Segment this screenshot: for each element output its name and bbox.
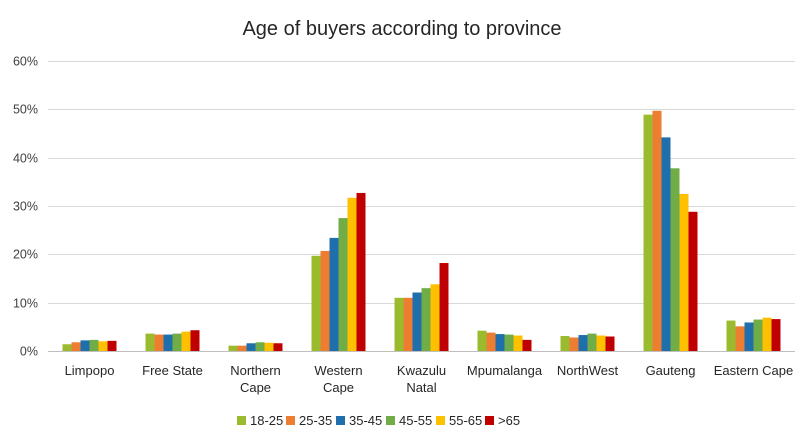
bar xyxy=(71,342,81,351)
bar xyxy=(264,342,274,351)
category-label: Mpumalanga xyxy=(467,363,543,378)
bar xyxy=(89,339,99,351)
legend-swatch xyxy=(485,416,494,425)
bar xyxy=(320,250,330,351)
bar xyxy=(744,322,754,351)
legend-label: 55-65 xyxy=(449,413,482,428)
legend-label: 18-25 xyxy=(250,413,283,428)
legend-label: 35-45 xyxy=(349,413,382,428)
category-label: Eastern Cape xyxy=(714,363,794,378)
category-label: Gauteng xyxy=(646,363,696,378)
bar xyxy=(688,211,698,351)
bar xyxy=(421,288,431,351)
legend-swatch xyxy=(386,416,395,425)
bar xyxy=(726,320,736,351)
bar xyxy=(661,137,671,351)
bar xyxy=(237,345,247,351)
bar xyxy=(403,297,413,351)
y-tick-label: 50% xyxy=(13,103,38,117)
category-label: Cape xyxy=(323,380,354,395)
category-label: Free State xyxy=(142,363,203,378)
bar xyxy=(578,335,588,351)
category-label: Cape xyxy=(240,380,271,395)
legend-swatch xyxy=(237,416,246,425)
bar xyxy=(412,292,422,351)
bar xyxy=(587,333,597,351)
bar xyxy=(62,344,72,351)
bar xyxy=(190,330,200,351)
bar xyxy=(311,255,321,351)
legend-swatch xyxy=(436,416,445,425)
bar xyxy=(569,337,579,351)
category-label: Northern xyxy=(230,363,281,378)
bar xyxy=(273,343,283,351)
bar xyxy=(605,336,615,351)
bar xyxy=(181,331,191,351)
bar xyxy=(596,335,606,351)
legend-label: 25-35 xyxy=(299,413,332,428)
category-label: Limpopo xyxy=(65,363,115,378)
bar xyxy=(486,332,496,351)
bar xyxy=(560,336,570,351)
category-label: Kwazulu xyxy=(397,363,446,378)
gridlines xyxy=(48,61,795,352)
bar xyxy=(394,297,404,351)
legend-swatch xyxy=(336,416,345,425)
bar xyxy=(513,335,523,351)
category-label: NorthWest xyxy=(557,363,619,378)
bar xyxy=(347,197,357,351)
bar xyxy=(338,218,348,351)
bar xyxy=(735,326,745,351)
bar xyxy=(495,334,505,351)
y-tick-label: 10% xyxy=(13,297,38,311)
y-tick-label: 40% xyxy=(13,152,38,166)
bar xyxy=(145,333,155,351)
y-axis-ticks: 0% 10% 20% 30% 40% 50% 60% xyxy=(13,55,38,359)
y-tick-label: 30% xyxy=(13,200,38,214)
bar xyxy=(98,341,108,351)
y-tick-label: 20% xyxy=(13,248,38,262)
y-tick-label: 60% xyxy=(13,55,38,69)
bar xyxy=(356,192,366,351)
bar xyxy=(163,334,173,351)
bar xyxy=(762,317,772,351)
chart-title: Age of buyers according to province xyxy=(242,18,561,40)
x-axis-categories: Limpopo Free State Northern Cape Western Cape… xyxy=(65,363,794,395)
bar xyxy=(771,319,781,351)
bar xyxy=(246,343,256,351)
bar xyxy=(522,339,532,351)
bar xyxy=(80,340,90,351)
bar xyxy=(329,237,339,351)
bar xyxy=(439,263,449,351)
bars xyxy=(62,110,781,352)
bar xyxy=(477,330,487,351)
bar xyxy=(679,193,689,351)
legend-label: 45-55 xyxy=(399,413,432,428)
bar xyxy=(255,342,265,351)
category-label: Natal xyxy=(406,380,436,395)
bar xyxy=(107,340,117,351)
bar xyxy=(753,319,763,351)
bar xyxy=(670,168,680,351)
bar xyxy=(643,114,653,352)
legend-label: >65 xyxy=(498,413,520,428)
bar xyxy=(172,333,182,351)
y-tick-label: 0% xyxy=(20,345,38,359)
category-label: Western xyxy=(314,363,362,378)
bar xyxy=(228,345,238,351)
bar xyxy=(430,284,440,351)
legend-swatch xyxy=(286,416,295,425)
bar xyxy=(652,110,662,351)
bar xyxy=(154,334,164,351)
bar xyxy=(504,334,514,351)
legend: 18-25 25-35 35-45 45-55 55-65 >65 xyxy=(237,413,520,428)
